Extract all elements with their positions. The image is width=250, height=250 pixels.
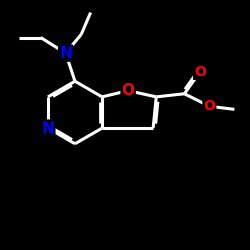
Text: O: O <box>122 83 134 98</box>
Text: N: N <box>59 46 72 60</box>
Text: O: O <box>194 65 206 79</box>
Text: N: N <box>42 121 54 136</box>
Text: O: O <box>204 99 215 113</box>
